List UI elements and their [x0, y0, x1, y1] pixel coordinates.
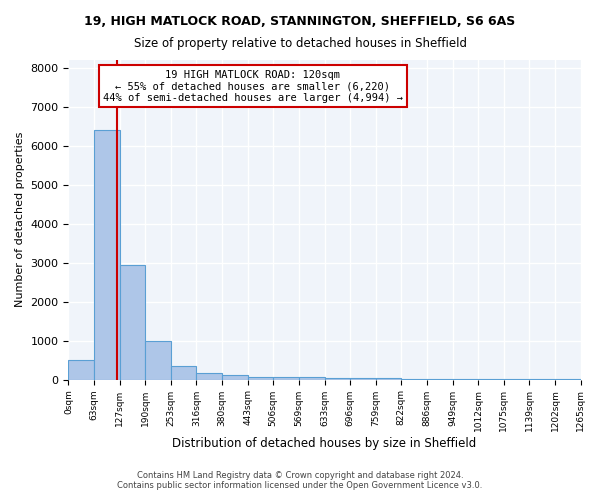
Bar [68, 360, 94, 380]
Bar [427, 379, 452, 380]
Text: Size of property relative to detached houses in Sheffield: Size of property relative to detached ho… [133, 38, 467, 51]
Text: 19 HIGH MATLOCK ROAD: 120sqm
← 55% of detached houses are smaller (6,220)
44% of: 19 HIGH MATLOCK ROAD: 120sqm ← 55% of de… [103, 70, 403, 103]
Bar [222, 375, 248, 380]
Bar [94, 130, 120, 380]
Bar [248, 377, 273, 380]
Bar [350, 378, 376, 380]
Bar [325, 378, 350, 380]
X-axis label: Distribution of detached houses by size in Sheffield: Distribution of detached houses by size … [172, 437, 476, 450]
Bar [401, 378, 427, 380]
Bar [171, 366, 196, 380]
Bar [299, 378, 325, 380]
Text: 19, HIGH MATLOCK ROAD, STANNINGTON, SHEFFIELD, S6 6AS: 19, HIGH MATLOCK ROAD, STANNINGTON, SHEF… [85, 15, 515, 28]
Bar [145, 340, 171, 380]
Bar [120, 264, 145, 380]
Y-axis label: Number of detached properties: Number of detached properties [15, 132, 25, 308]
Bar [376, 378, 401, 380]
Text: Contains HM Land Registry data © Crown copyright and database right 2024.
Contai: Contains HM Land Registry data © Crown c… [118, 470, 482, 490]
Bar [452, 379, 478, 380]
Bar [273, 378, 299, 380]
Bar [196, 372, 222, 380]
